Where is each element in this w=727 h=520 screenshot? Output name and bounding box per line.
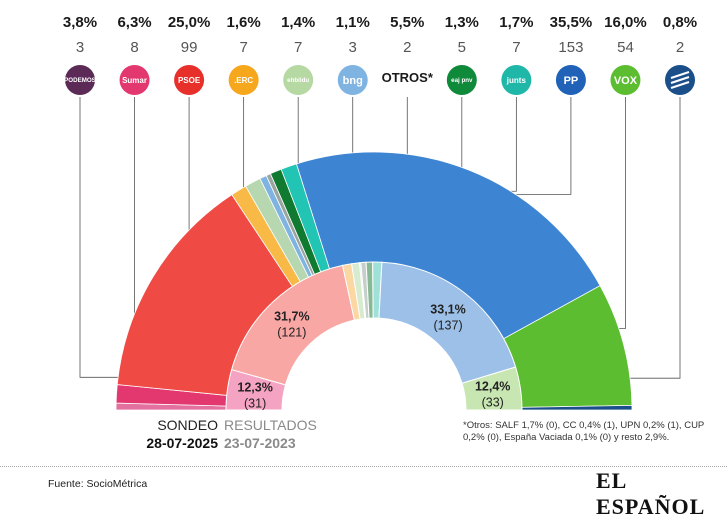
source-credit: Fuente: SocioMétrica bbox=[48, 478, 147, 490]
party-seats-sumar: 8 bbox=[130, 39, 138, 56]
party-column-bng: 1,1% 3 bng bbox=[336, 14, 370, 95]
party-seats-pp: 153 bbox=[558, 39, 583, 56]
party-pct-erc: 1,6% bbox=[227, 14, 261, 31]
party-column-psoe: 25,0% 99 PSOE bbox=[168, 14, 211, 95]
result-legend: RESULTADOS 23-07-2023 bbox=[224, 416, 317, 452]
party-seats-podemos: 3 bbox=[76, 39, 84, 56]
party-logo-text-ehbildu: ehbildu bbox=[287, 77, 309, 84]
party-logo-text-vox: VOX bbox=[614, 75, 638, 87]
previous-seats-sumar: (31) bbox=[244, 396, 266, 410]
party-header-row: 3,8% 3 PODEMOS 6,3% 8 Sumar 25,0% 99 PSOE 1,6% 7 .E… bbox=[63, 14, 697, 95]
party-seats-ehbildu: 7 bbox=[294, 39, 302, 56]
party-seats-vox: 54 bbox=[617, 39, 634, 56]
party-column-otros: 5,5% 2 OTROS* bbox=[382, 14, 434, 85]
party-pct-vox: 16,0% bbox=[604, 14, 647, 31]
previous-pct-sumar: 12,3% bbox=[237, 380, 272, 394]
party-logo-text-psoe: PSOE bbox=[178, 76, 201, 85]
party-logo-text-pnv: eaj pnv bbox=[451, 77, 473, 84]
sondeo-label: SONDEO bbox=[140, 416, 218, 434]
party-pct-pp: 35,5% bbox=[550, 14, 593, 31]
result-label: RESULTADOS bbox=[224, 416, 317, 434]
party-pct-otros: 5,5% bbox=[390, 14, 424, 31]
party-column-erc: 1,6% 7 .ERC bbox=[227, 14, 261, 95]
party-column-pnv: 1,3% 5 eaj pnv bbox=[445, 14, 479, 95]
party-column-ehbildu: 1,4% 7 ehbildu bbox=[281, 14, 315, 95]
party-pct-sumar: 6,3% bbox=[117, 14, 151, 31]
party-column-upn: 0,8% 2 bbox=[663, 14, 697, 95]
party-seats-erc: 7 bbox=[239, 39, 247, 56]
party-seats-upn: 2 bbox=[676, 39, 684, 56]
others-footnote: *Otros: SALF 1,7% (0), CC 0,4% (1), UPN … bbox=[463, 420, 713, 444]
previous-pct-psoe: 31,7% bbox=[274, 310, 309, 324]
previous-pct-vox: 12,4% bbox=[475, 379, 510, 393]
party-seats-otros: 2 bbox=[403, 39, 411, 56]
el-espanol-logo: EL ESPAÑOL bbox=[596, 468, 727, 520]
party-pct-podemos: 3,8% bbox=[63, 14, 97, 31]
party-column-pp: 35,5% 153 PP bbox=[550, 14, 593, 95]
party-seats-pnv: 5 bbox=[458, 39, 466, 56]
party-pct-upn: 0,8% bbox=[663, 14, 697, 31]
party-pct-bng: 1,1% bbox=[336, 14, 370, 31]
party-column-vox: 16,0% 54 VOX bbox=[604, 14, 647, 95]
party-column-sumar: 6,3% 8 Sumar bbox=[117, 14, 151, 95]
footer-divider bbox=[0, 466, 727, 467]
previous-seats-vox: (33) bbox=[482, 395, 504, 409]
party-column-junts: 1,7% 7 junts bbox=[499, 14, 533, 95]
previous-seats-psoe: (121) bbox=[277, 326, 306, 340]
party-column-podemos: 3,8% 3 PODEMOS bbox=[63, 14, 97, 95]
party-logo-text-sumar: Sumar bbox=[122, 76, 147, 85]
party-logo-text-erc: .ERC bbox=[234, 76, 253, 85]
party-pct-pnv: 1,3% bbox=[445, 14, 479, 31]
previous-pct-pp: 33,1% bbox=[430, 303, 465, 317]
party-logo-text-bng: bng bbox=[343, 75, 363, 87]
party-logo-text-junts: junts bbox=[506, 76, 527, 85]
party-pct-psoe: 25,0% bbox=[168, 14, 211, 31]
party-logo-text-podemos: PODEMOS bbox=[64, 77, 96, 84]
party-seats-psoe: 99 bbox=[181, 39, 198, 56]
sondeo-date: 28-07-2025 bbox=[140, 434, 218, 452]
previous-seats-pp: (137) bbox=[433, 319, 462, 333]
party-seats-bng: 3 bbox=[349, 39, 357, 56]
sondeo-legend: SONDEO 28-07-2025 bbox=[140, 416, 218, 452]
party-pct-junts: 1,7% bbox=[499, 14, 533, 31]
party-seats-junts: 7 bbox=[512, 39, 520, 56]
party-pct-ehbildu: 1,4% bbox=[281, 14, 315, 31]
party-logo-text-pp: PP bbox=[564, 75, 579, 87]
result-date: 23-07-2023 bbox=[224, 434, 317, 452]
party-logo-otros: OTROS* bbox=[382, 70, 434, 85]
